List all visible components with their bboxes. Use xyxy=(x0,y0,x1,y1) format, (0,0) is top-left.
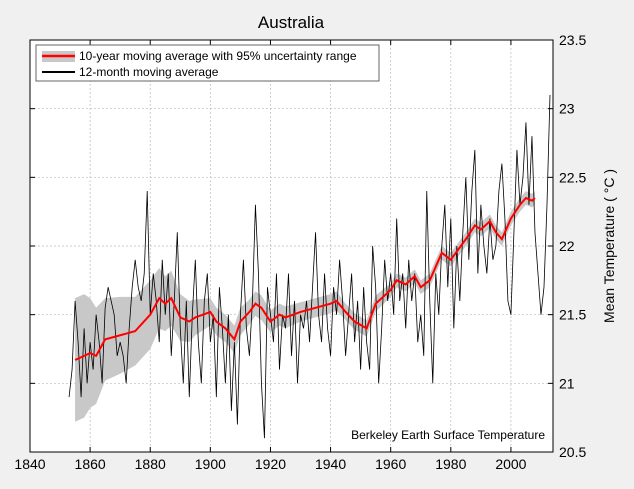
axis-ticks: 1840 1860 1880 1900 1920 1940 1960 1980 2000 20.5… xyxy=(14,32,586,472)
legend-label-annual: 12-month moving average xyxy=(79,65,219,79)
x-tick-label: 1880 xyxy=(135,456,166,472)
y-tick-label: 22.5 xyxy=(559,169,586,185)
y-tick-label: 22 xyxy=(559,238,575,254)
annual-series-line xyxy=(68,94,551,439)
smooth-series-line xyxy=(74,196,536,361)
annual-series-group xyxy=(68,94,551,439)
chart-title: Australia xyxy=(258,13,325,32)
y-tick-label: 21.5 xyxy=(559,307,586,323)
legend-box xyxy=(35,44,380,82)
x-tick-label: 1940 xyxy=(315,456,346,472)
y-tick-label: 23 xyxy=(559,101,575,117)
x-tick-label: 2000 xyxy=(495,456,526,472)
x-tick-label: 1960 xyxy=(375,456,406,472)
legend-label-smooth: 10-year moving average with 95% uncertai… xyxy=(79,49,357,63)
x-tick-label: 1900 xyxy=(195,456,226,472)
legend: 10-year moving average with 95% uncertai… xyxy=(35,44,380,82)
uncertainty-band xyxy=(75,191,535,422)
x-tick-label: 1860 xyxy=(75,456,106,472)
y-tick-label: 21 xyxy=(559,375,575,391)
y-axis-label: Mean Temperature ( °C ) xyxy=(601,169,617,323)
x-tick-label: 1840 xyxy=(14,456,45,472)
uncertainty-band-group xyxy=(75,191,535,422)
y-tick-label: 20.5 xyxy=(559,444,586,460)
smooth-series-group xyxy=(74,196,536,361)
x-tick-label: 1920 xyxy=(255,456,286,472)
source-annotation: Berkeley Earth Surface Temperature xyxy=(351,428,545,442)
x-tick-label: 1980 xyxy=(435,456,466,472)
y-tick-label: 23.5 xyxy=(559,32,586,48)
